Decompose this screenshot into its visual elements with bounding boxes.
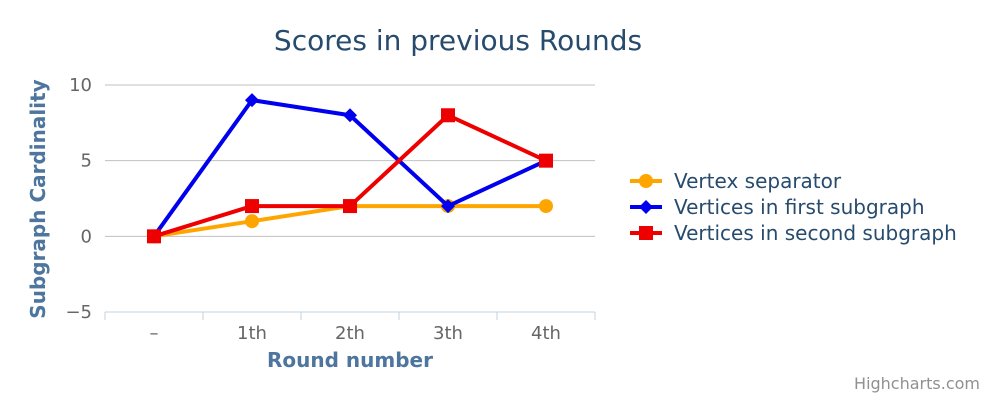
legend-item[interactable]: Vertex separator bbox=[630, 169, 842, 193]
data-point bbox=[245, 214, 259, 229]
series-line bbox=[153, 113, 547, 239]
legend-label: Vertices in first subgraph bbox=[674, 195, 925, 219]
x-tick-label: 3th bbox=[433, 323, 463, 344]
series bbox=[147, 93, 553, 244]
x-tick-label: – bbox=[150, 323, 159, 344]
credits-link[interactable]: Highcharts.com bbox=[854, 374, 980, 393]
y-tick-label: −5 bbox=[65, 302, 92, 323]
legend-item[interactable]: Vertices in second subgraph bbox=[630, 221, 957, 245]
x-axis: – 1th 2th 3th 4th bbox=[104, 311, 596, 344]
legend-marker bbox=[639, 200, 653, 214]
data-point bbox=[539, 153, 553, 168]
data-point bbox=[245, 199, 259, 214]
x-axis-title: Round number bbox=[267, 348, 433, 372]
legend-marker bbox=[639, 174, 653, 188]
data-point bbox=[147, 229, 161, 244]
y-tick-label: 10 bbox=[69, 75, 92, 96]
data-point bbox=[441, 108, 455, 123]
x-tick-label: 1th bbox=[237, 323, 267, 344]
data-point bbox=[343, 199, 357, 214]
y-tick-label: 5 bbox=[81, 151, 92, 172]
y-tick-label: 0 bbox=[81, 226, 92, 247]
grid bbox=[105, 84, 595, 237]
chart-title: Scores in previous Rounds bbox=[274, 24, 642, 57]
y-axis-title: Subgraph Cardinality bbox=[26, 79, 50, 318]
x-tick-label: 4th bbox=[531, 323, 561, 344]
y-axis: −5 0 5 10 bbox=[65, 75, 92, 323]
data-point bbox=[539, 199, 553, 214]
series-2 bbox=[147, 108, 553, 244]
data-point bbox=[441, 199, 455, 214]
legend-label: Vertices in second subgraph bbox=[674, 221, 957, 245]
legend-item[interactable]: Vertices in first subgraph bbox=[630, 195, 925, 219]
data-point bbox=[245, 93, 259, 108]
x-tick-label: 2th bbox=[335, 323, 365, 344]
data-point bbox=[343, 108, 357, 123]
legend-label: Vertex separator bbox=[674, 169, 842, 193]
legend-marker bbox=[639, 226, 653, 240]
